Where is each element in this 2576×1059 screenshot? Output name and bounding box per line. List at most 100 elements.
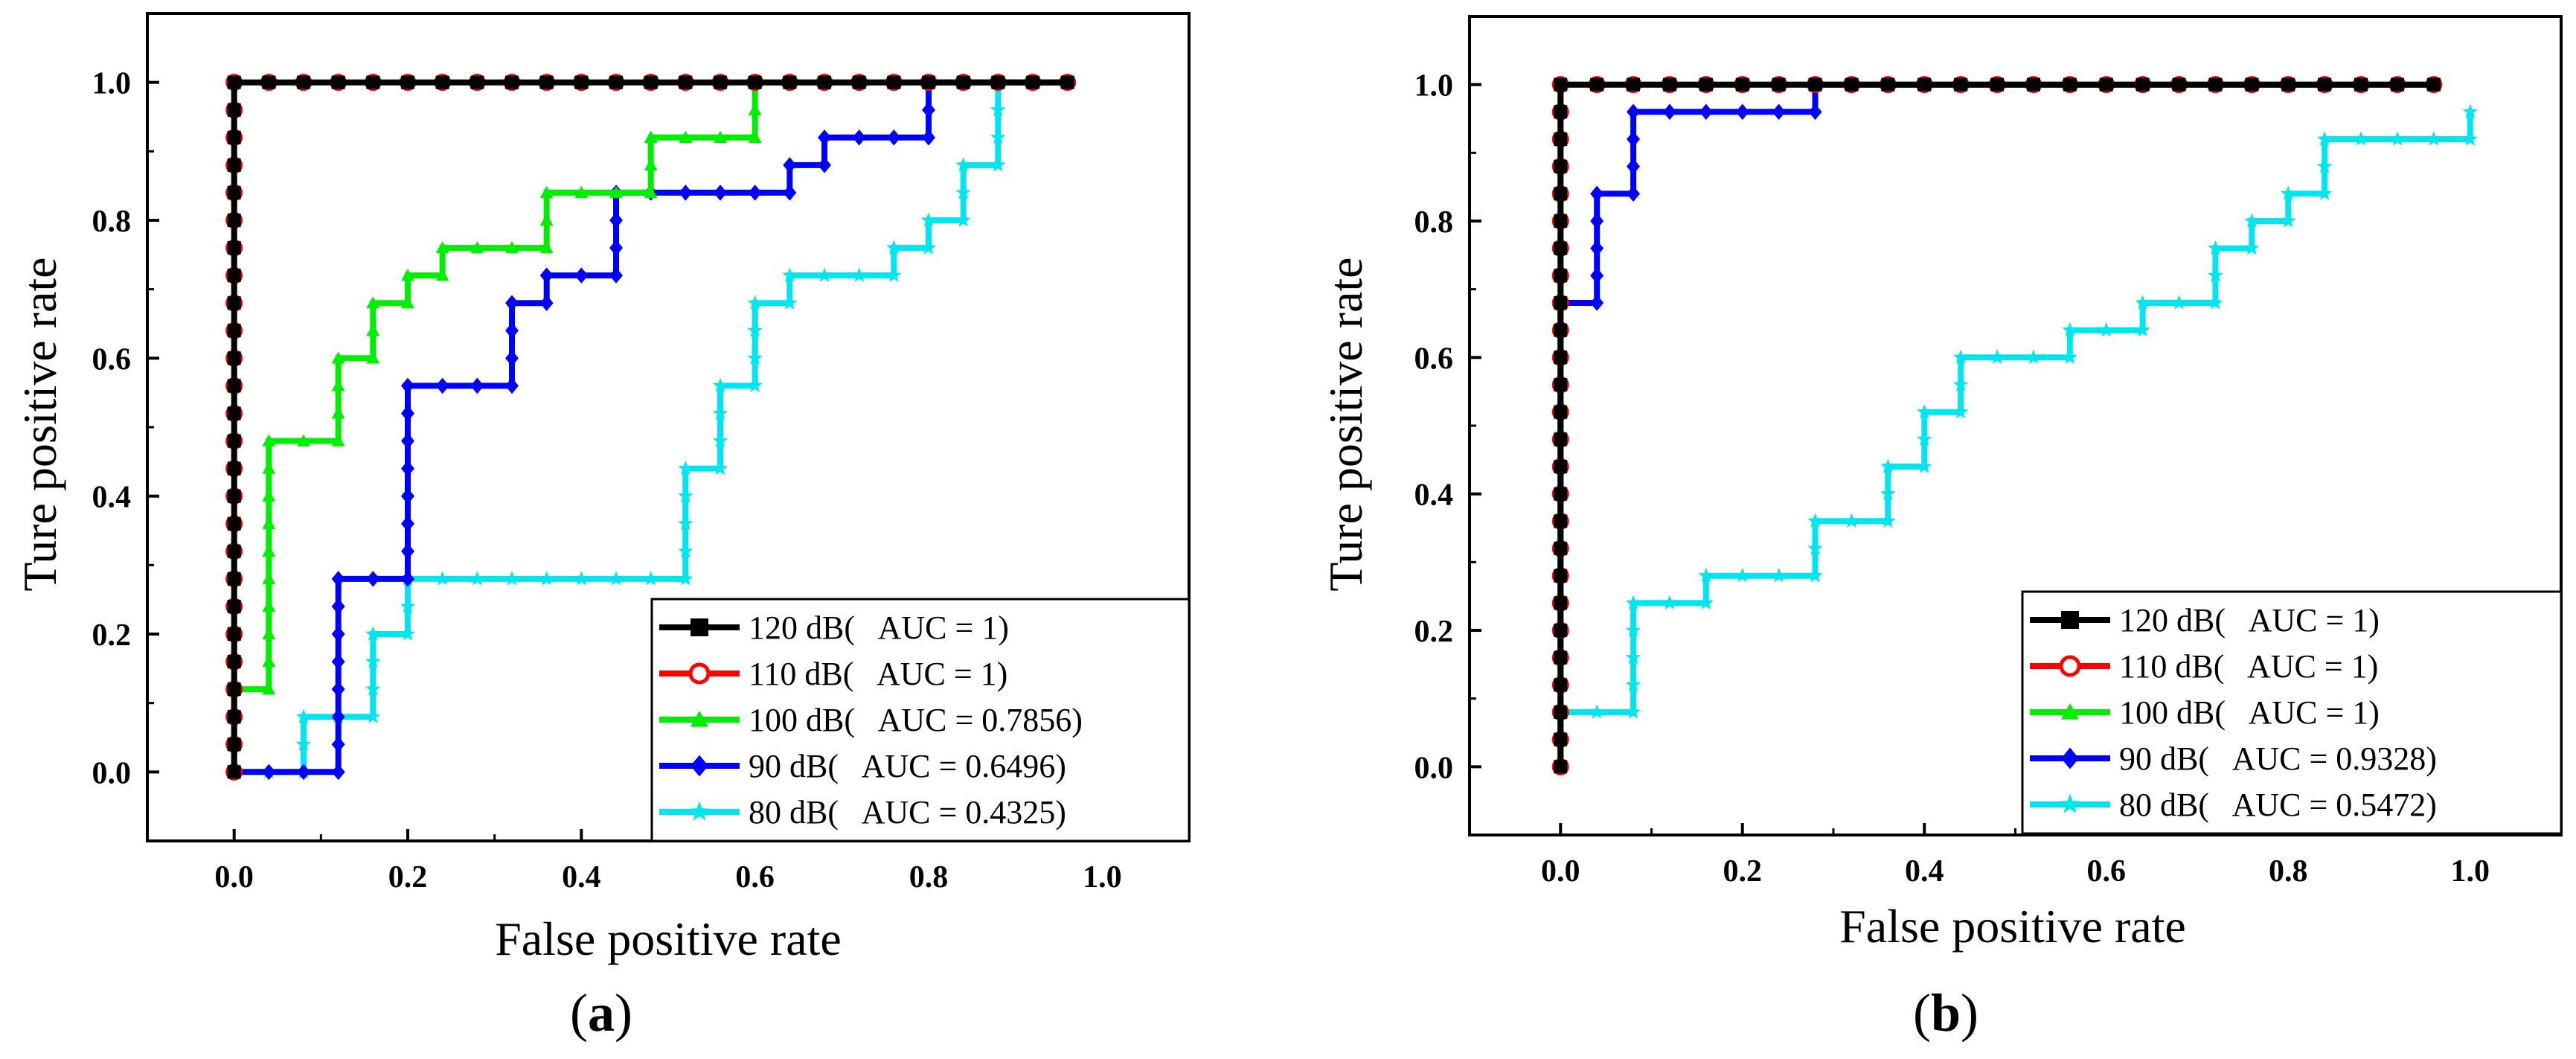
panel-b-series-0-point bbox=[1990, 77, 2005, 92]
panel-b-legend-marker-1 bbox=[2059, 655, 2081, 677]
panel-b-series-0-point bbox=[2026, 77, 2040, 92]
panel-a-series-0-point bbox=[435, 75, 449, 89]
panel-a-series-0-point bbox=[331, 75, 345, 89]
panel-a-series-4-point bbox=[435, 571, 450, 586]
panel-b-series-3-point bbox=[1590, 295, 1604, 311]
panel-b-ytick-label: 0.2 bbox=[1414, 615, 1454, 649]
panel-b-xtick-label: 0.4 bbox=[1905, 854, 1944, 889]
panel-a-series-3-point bbox=[435, 377, 449, 394]
panel-b-series-0-point bbox=[1554, 296, 1568, 310]
panel-a-legend-label-1: 110 dB( AUC = 1) bbox=[749, 656, 1007, 692]
panel-a-series-4-point bbox=[851, 267, 867, 282]
panel-a-series-2-point bbox=[262, 572, 276, 585]
panel-a-label: (a) bbox=[570, 983, 632, 1043]
panel-b-series-0-point bbox=[1554, 323, 1568, 337]
panel-a-series-3-point bbox=[331, 708, 345, 725]
panel-b-series-4-point bbox=[1807, 540, 1823, 555]
panel-a-series-4-point bbox=[678, 543, 693, 558]
panel-b-series-0-point bbox=[1881, 77, 1895, 92]
panel-b-series-4-point bbox=[1880, 458, 1896, 473]
panel-a-series-0-point bbox=[227, 516, 241, 531]
panel-b-legend-marker-4 bbox=[2060, 793, 2080, 813]
panel-a-plot-area: 0.0 0.2 0.4 0.6 0.8 1.0 0.0 0.2 0.4 0.6 0.8 1.0 120 … bbox=[92, 12, 1191, 895]
panel-a-series-4-point bbox=[747, 295, 763, 310]
panel-b-series-4-point bbox=[2062, 321, 2078, 337]
panel-a-series-2-point bbox=[366, 351, 380, 364]
panel-a-series-3-point bbox=[505, 322, 519, 339]
panel-a-series-2-point bbox=[262, 489, 276, 502]
panel-b-legend-label-3: 90 dB( AUC = 0.9328) bbox=[2119, 740, 2437, 777]
panel-a-series-2-point bbox=[262, 516, 276, 529]
panel-b-xtick-label: 0.8 bbox=[2269, 854, 2308, 889]
panel-a-series-0-point bbox=[505, 75, 519, 89]
panel-a-series-4-point bbox=[400, 626, 416, 641]
panel-a-xtick-label: 0.4 bbox=[562, 860, 601, 895]
panel-a-series-0-point bbox=[227, 214, 241, 227]
panel-b-series-4-point bbox=[2062, 349, 2078, 365]
panel-b-series-0 bbox=[1554, 77, 2441, 774]
panel-a-ytick-label: 0.8 bbox=[92, 205, 132, 239]
panel-b-series-0-point bbox=[1554, 269, 1568, 283]
panel-b-series-0-point bbox=[1554, 706, 1568, 719]
panel-a-series-4-point bbox=[365, 681, 381, 696]
panel-b-series-4-point bbox=[2353, 131, 2369, 146]
panel-a-series-4-point bbox=[295, 708, 312, 723]
panel-a-series-3-point bbox=[818, 129, 831, 146]
panel-b-series-0-point bbox=[1554, 514, 1568, 528]
panel-b-series-0-point bbox=[2390, 77, 2404, 92]
panel-a-series-4-point bbox=[504, 571, 520, 586]
panel-b-series-0-point bbox=[1554, 405, 1568, 419]
panel-b-series-4-point bbox=[2208, 267, 2223, 283]
panel-b-series-0-point bbox=[2136, 77, 2150, 92]
panel-a-series-3-point bbox=[852, 129, 866, 146]
panel-b-series-4-point bbox=[1771, 567, 1787, 583]
panel-b-series-4-point bbox=[1880, 485, 1896, 501]
panel-a-series-0-point bbox=[227, 296, 241, 310]
panel-b-series-0-point bbox=[2281, 77, 2295, 92]
panel-a-series-2-point bbox=[609, 185, 623, 199]
panel-a-legend: 120 dB( AUC = 1) 110 dB( AUC = 1) 100 dB( … bbox=[650, 598, 1191, 842]
panel-a-xlabel: False positive rate bbox=[495, 912, 842, 965]
panel-a-series-0-point bbox=[227, 765, 241, 779]
panel-a-series-2-point bbox=[262, 682, 276, 695]
panel-a-legend-label-3: 90 dB( AUC = 0.6496) bbox=[749, 748, 1066, 784]
panel-a-series-3-point bbox=[574, 267, 589, 284]
panel-a-series-4-point bbox=[747, 350, 763, 365]
panel-b-series-4-point bbox=[2281, 213, 2296, 228]
panel-a-series-0-point bbox=[227, 544, 241, 558]
panel-a-series-3-point bbox=[505, 295, 519, 311]
panel-a: 0.0 0.2 0.4 0.6 0.8 1.0 0.0 0.2 0.4 0.6 0.8 1.0 120 … bbox=[13, 12, 1191, 1043]
panel-b-series-0-point bbox=[1735, 77, 1749, 92]
panel-a-series-0-point bbox=[1026, 75, 1039, 89]
panel-a-series-0-point bbox=[748, 75, 762, 89]
panel-a-ytick-label: 0.0 bbox=[92, 756, 132, 790]
panel-b-legend-marker-2 bbox=[2061, 703, 2079, 720]
panel-a-series-2-point bbox=[505, 241, 519, 254]
panel-b-series-0-point bbox=[1627, 77, 1641, 92]
panel-a-series-0-point bbox=[852, 75, 866, 89]
panel-a-series-0-point bbox=[227, 572, 241, 586]
panel-a-series-3-point bbox=[505, 350, 519, 367]
panel-a-series-4-point bbox=[955, 185, 971, 199]
panel-a-series-2-point bbox=[574, 185, 589, 199]
panel-b-series-0-point bbox=[1554, 132, 1568, 146]
panel-b-series-0-point bbox=[1662, 77, 1676, 92]
panel-a-series-3-point bbox=[470, 377, 484, 394]
panel-a-legend-label-4: 80 dB( AUC = 0.4325) bbox=[749, 794, 1066, 831]
panel-a-series-3-point bbox=[539, 295, 554, 311]
panel-a-ytick-label: 0.6 bbox=[92, 342, 132, 377]
panel-a-legend-marker-1 bbox=[688, 662, 711, 685]
panel-b-series-0-point bbox=[1554, 159, 1568, 173]
panel-b-legend-label-0: 120 dB( AUC = 1) bbox=[2119, 602, 2380, 639]
panel-a-legend-label-2: 100 dB( AUC = 0.7856) bbox=[749, 702, 1083, 738]
panel-a-xtick-label: 0.2 bbox=[388, 860, 428, 895]
panel-b-series-0-point bbox=[1590, 77, 1604, 92]
panel-a-series-3-point bbox=[331, 764, 345, 781]
panel-a-series-2-point bbox=[714, 130, 727, 143]
panel-a-series-2-point bbox=[401, 269, 414, 281]
panel-a-series-4-point bbox=[295, 736, 312, 751]
panel-b-series-3-point bbox=[1627, 185, 1641, 202]
panel-a-series-4-point bbox=[643, 571, 659, 586]
panel-b-ytick-label: 0.4 bbox=[1414, 479, 1454, 513]
panel-a-series-4-point bbox=[955, 157, 971, 172]
